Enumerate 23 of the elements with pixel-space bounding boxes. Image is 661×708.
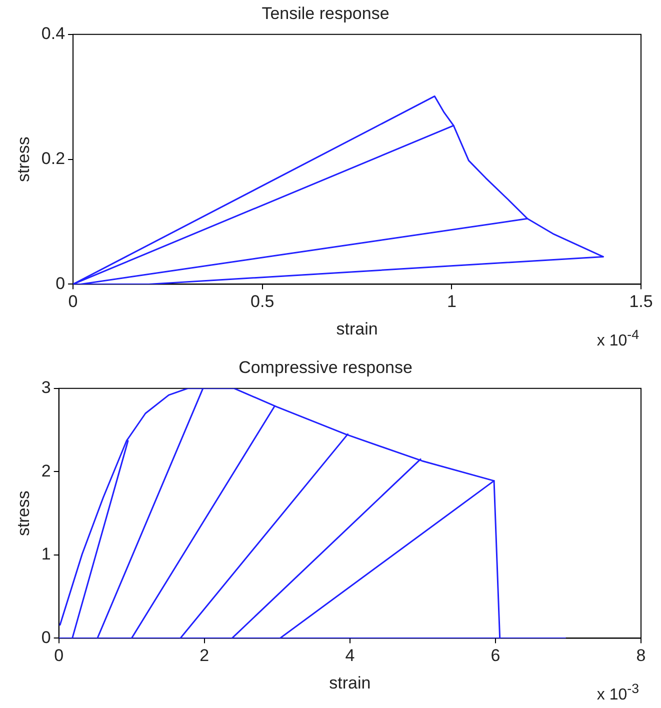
y-axis-title: stress: [14, 136, 33, 182]
y-tick-label: 1: [41, 544, 51, 564]
chart-title: Compressive response: [238, 358, 412, 377]
y-tick-label: 2: [41, 461, 51, 480]
x-axis-title: strain: [329, 673, 371, 692]
chart-title: Tensile response: [262, 4, 390, 23]
text: x 10$^{-4}$: [596, 326, 639, 350]
x-axis-title: strain: [336, 319, 378, 338]
x-tick-label: 1: [446, 292, 456, 312]
y-tick-label: 0.4: [41, 24, 66, 44]
x-tick-label: 6: [490, 646, 500, 666]
y-tick-label: 0: [56, 274, 66, 293]
y-tick-label: 3: [41, 378, 51, 398]
x-tick-label: 1.5: [629, 292, 653, 312]
x-tick-label: 4: [345, 646, 355, 666]
x-tick-label: 8: [636, 646, 646, 666]
x-tick-label: 0.5: [250, 292, 274, 312]
y-tick-label: 0: [41, 628, 51, 647]
text: x 10$^{-3}$: [596, 680, 639, 704]
y-tick-label: 0.2: [41, 148, 66, 168]
y-axis-title: stress: [14, 490, 33, 536]
x-tick-label: 2: [200, 646, 210, 666]
x-tick-label: 0: [68, 292, 78, 312]
